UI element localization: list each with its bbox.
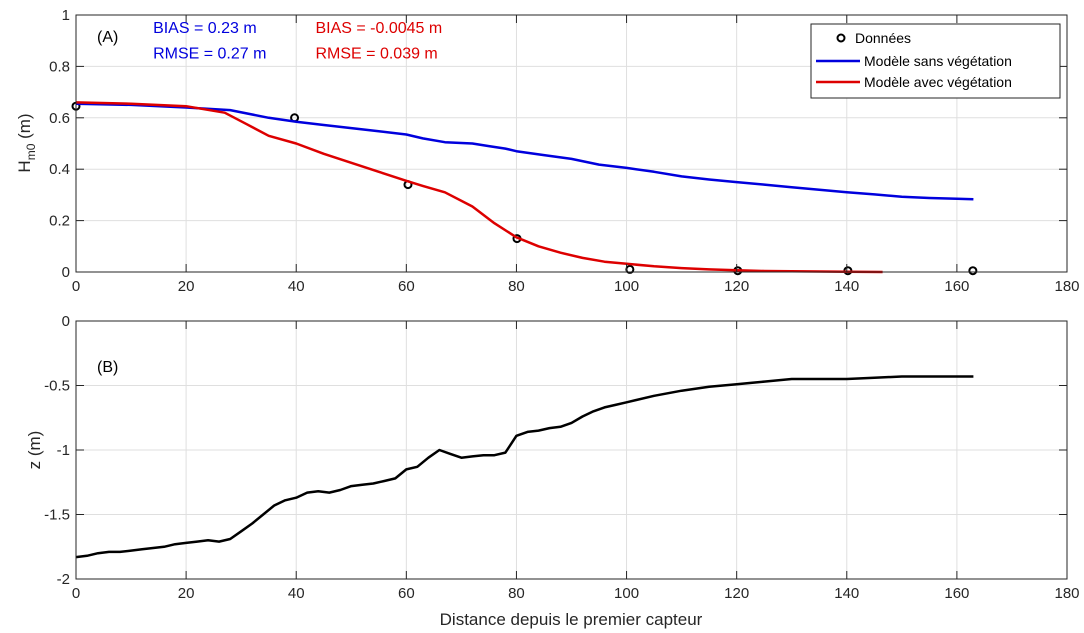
panel-a-xtick-label: 100 [614,278,639,295]
panel-a-axes-box [75,14,1068,273]
panel-b-label: (B) [97,359,118,376]
panel-b-ytick-label: -0.5 [44,378,70,395]
panel-a-xtick-label: 180 [1054,278,1079,295]
legend-label-donnees: Données [855,30,911,46]
panel-a-xtick-label: 60 [398,278,415,295]
panel-a-annotation: BIAS = -0.0045 m [315,20,442,37]
panel-a-ytick-label: 0.4 [49,161,70,178]
panel-b-xtick-label: 180 [1054,585,1079,602]
legend-label-avec-vegetation: Modèle avec végétation [864,74,1012,90]
panel-b-xtick-label: 60 [398,585,415,602]
panel-b-xtick-label: 80 [508,585,525,602]
legend-label-sans-vegetation: Modèle sans végétation [864,53,1012,69]
panel-b-series [75,375,974,559]
legend: Données Modèle sans végétation Modèle av… [810,23,1061,99]
panel-a-xtick-label: 40 [288,278,305,295]
panel-b-xtick-label: 40 [288,585,305,602]
panel-b-xtick-label: 120 [724,585,749,602]
panel-b: 0 20 40 60 80 100 120 140 160 180 -2 -1.5 -1 -0.5 0 (B… [25,313,1080,629]
panel-a-ytick-label: 0.2 [49,213,70,230]
panel-a-label: (A) [97,29,118,46]
panel-a-xtick-label: 120 [724,278,749,295]
panel-a-series-line-mod-le-avec-v-g-tation [75,101,883,274]
panel-a-annotation: BIAS = 0.23 m [153,20,257,37]
panel-b-ytick-label: -1.5 [44,507,70,524]
panel-b-ytick-label: -1 [57,442,70,459]
panel-b-ylabel: z (m) [25,431,44,470]
panel-a-data-point [968,266,978,276]
panel-b-xtick-label: 160 [944,585,969,602]
legend-marker-donnees [836,33,846,43]
panel-a-xtick-label: 160 [944,278,969,295]
panel-a-ytick-label: 0 [62,264,70,281]
panel-a-series-line-mod-le-sans-v-g-tation [75,102,974,201]
panel-b-xtick-label: 20 [178,585,195,602]
panel-a-annotation: RMSE = 0.27 m [153,46,266,63]
panel-a-ytick-label: 1 [62,7,70,24]
panel-a-xtick-label: 140 [834,278,859,295]
panel-a-xtick-label: 80 [508,278,525,295]
panel-a-xtick-label: 0 [72,278,80,295]
panel-a-ytick-label: 0.6 [49,110,70,127]
panel-a-ylabel-unit: (m) [15,113,34,143]
panel-b-ytick-label: 0 [62,313,70,330]
panel-a-annotations: BIAS = 0.23 m RMSE = 0.27 m BIAS = -0.0045… [153,20,442,63]
panel-b-xtick-label: 100 [614,585,639,602]
panel-b-ticks: 0 20 40 60 80 100 120 140 160 180 -2 -1.5 -1 -0.5 0 [44,313,1079,602]
panel-a-annotation: RMSE = 0.039 m [315,46,437,63]
panel-a-ylabel: Hm0 (m) [15,113,38,172]
panel-a-ytick-label: 0.8 [49,58,70,75]
panel-b-xtick-label: 140 [834,585,859,602]
panel-b-xtick-label: 0 [72,585,80,602]
panel-b-ytick-label: -2 [57,571,70,588]
panel-a-ticks: 0 20 40 60 80 100 120 140 160 180 0 0.2 0.4 0.6 0.8 1 [49,7,1079,295]
panel-a-ylabel-main: H [15,160,34,172]
panel-a: 0 20 40 60 80 100 120 140 160 180 0 0.2 0.4 0.6 0.8 1 (… [15,7,1080,295]
panel-a-ylabel-sub: m0 [24,143,38,160]
panel-a-xtick-label: 20 [178,278,195,295]
panel-b-series-line-z [75,375,974,559]
panel-b-xlabel: Distance depuis le premier capteur [440,610,703,629]
